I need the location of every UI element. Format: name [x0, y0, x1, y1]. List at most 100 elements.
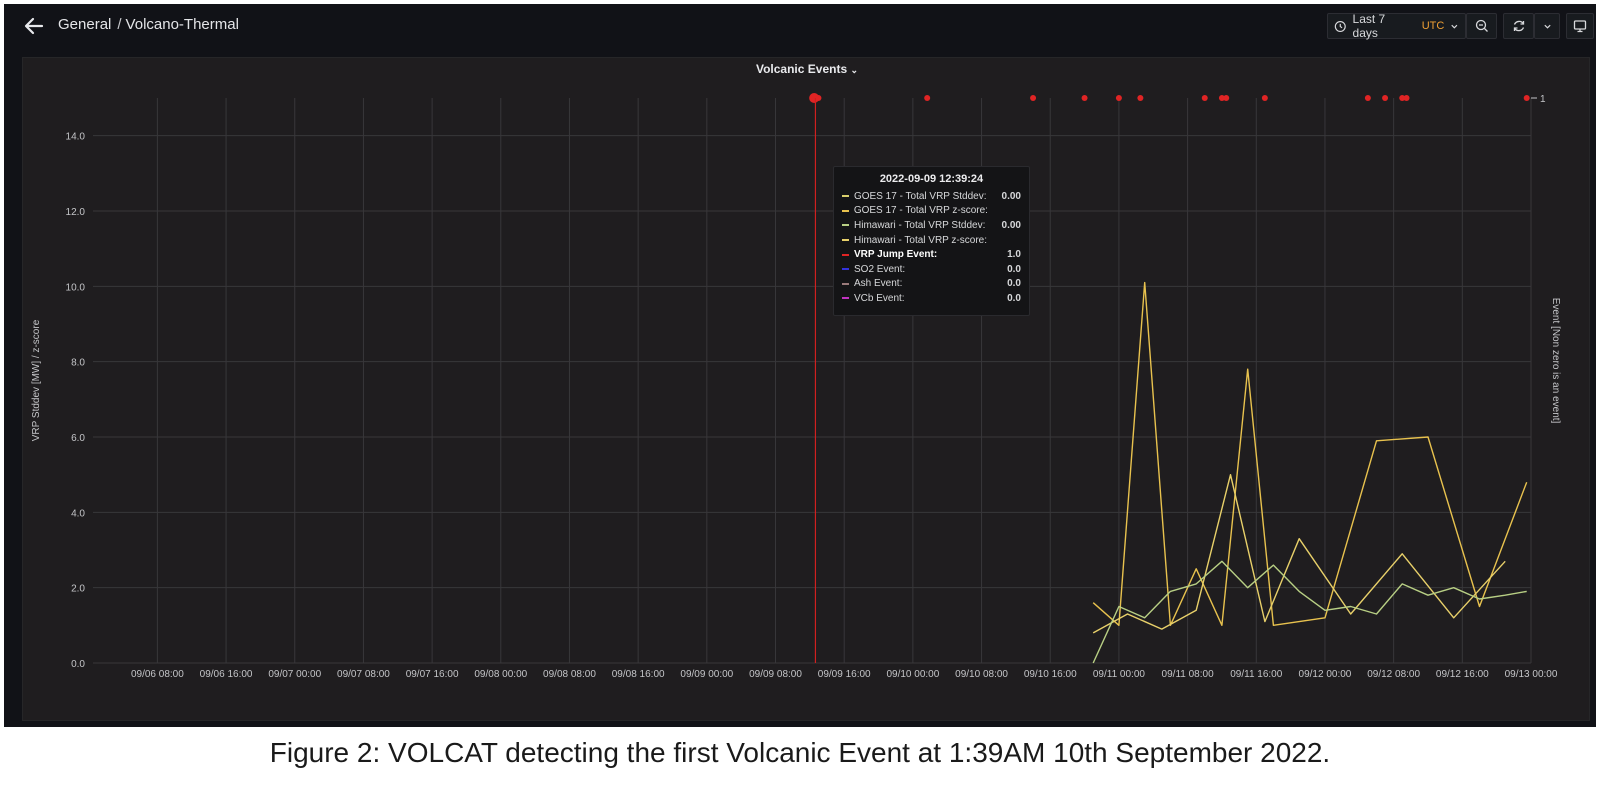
- x-tick-label: 09/07 00:00: [268, 669, 321, 680]
- dashboard-screenshot: General / Volcano-Thermal Last 7 days UTC …: [4, 4, 1596, 727]
- tooltip-swatch: [842, 239, 849, 242]
- event-marker: [809, 93, 820, 103]
- tooltip-series-value: 0.00: [1001, 219, 1021, 231]
- refresh-icon: [1513, 20, 1524, 32]
- tv-mode-button[interactable]: [1566, 13, 1594, 39]
- tooltip-swatch: [842, 195, 849, 198]
- y-tick-label: 14.0: [66, 132, 86, 143]
- x-tick-label: 09/11 00:00: [1093, 669, 1146, 680]
- event-marker: [1523, 95, 1530, 101]
- time-range-picker[interactable]: Last 7 days UTC: [1327, 12, 1466, 40]
- x-tick-label: 09/09 16:00: [818, 669, 871, 680]
- x-tick-label: 09/12 08:00: [1367, 669, 1420, 680]
- y-axis-label: VRP Stddev [MW] / z-score: [31, 319, 42, 441]
- x-tick-label: 09/13 00:00: [1505, 669, 1558, 680]
- tooltip-series-name: Himawari - Total VRP z-score:: [854, 234, 987, 246]
- tooltip-swatch: [842, 268, 849, 271]
- x-tick-label: 09/12 00:00: [1299, 669, 1352, 680]
- refresh-button[interactable]: [1503, 13, 1534, 39]
- chevron-down-icon: ⌄: [850, 65, 859, 75]
- y2-axis-label: Event [Non zero is an event]: [1550, 298, 1561, 424]
- x-tick-label: 09/11 08:00: [1162, 669, 1215, 680]
- event-marker: [815, 95, 822, 101]
- panel-title[interactable]: Volcanic Events ⌄: [755, 62, 859, 76]
- x-tick-label: 09/12 16:00: [1436, 669, 1489, 680]
- x-tick-label: 09/07 08:00: [337, 669, 390, 680]
- tooltip-row: SO2 Event: 0.0: [842, 262, 1021, 277]
- tooltip-row: Ash Event: 0.0: [842, 277, 1021, 292]
- event-marker: [1403, 95, 1410, 101]
- tooltip-series-value: 1.0: [1007, 249, 1021, 261]
- tooltip-series-name: GOES 17 - Total VRP Stddev:: [854, 190, 987, 202]
- top-bar: General / Volcano-Thermal Last 7 days UTC: [4, 4, 1596, 48]
- tooltip-series-value: 0.0: [1007, 292, 1021, 304]
- tooltip-row: VCb Event: 0.0: [842, 291, 1021, 306]
- x-tick-label: 09/06 16:00: [200, 669, 253, 680]
- event-marker: [1115, 95, 1122, 101]
- x-tick-label: 09/11 16:00: [1230, 669, 1283, 680]
- tooltip: 2022-09-09 12:39:24 GOES 17 - Total VRP …: [833, 166, 1030, 316]
- tooltip-series-name: GOES 17 - Total VRP z-score:: [853, 205, 988, 217]
- chart[interactable]: 0.02.04.06.08.010.012.014.009/06 08:00 09…: [23, 58, 1591, 722]
- series-line: [1092, 281, 1528, 626]
- tv-icon: [1573, 20, 1587, 33]
- series-line: [1092, 474, 1506, 634]
- y-tick-label: 0.0: [71, 659, 85, 670]
- tooltip-swatch: [842, 297, 849, 300]
- series-line: [1092, 560, 1527, 664]
- time-range-label: Last 7 days: [1352, 12, 1386, 40]
- y-tick-label: 4.0: [71, 508, 85, 519]
- back-arrow-icon[interactable]: [22, 14, 46, 38]
- x-tick-label: 09/10 00:00: [886, 669, 939, 680]
- zoom-out-button[interactable]: [1466, 13, 1497, 39]
- tooltip-row: GOES 17 - Total VRP z-score:: [842, 204, 1021, 219]
- tooltip-swatch: [842, 224, 849, 227]
- event-marker: [1364, 95, 1371, 101]
- tooltip-row: VRP Jump Event: 1.0: [842, 247, 1021, 262]
- event-marker: [1201, 95, 1208, 101]
- event-marker: [1399, 95, 1406, 101]
- event-marker: [924, 95, 931, 101]
- breadcrumb-page: Volcano-Thermal: [125, 16, 239, 33]
- breadcrumb-root[interactable]: General: [58, 16, 112, 33]
- y-tick-label: 6.0: [71, 433, 85, 444]
- tooltip-rows: GOES 17 - Total VRP Stddev: 0.00 GOES 17 -…: [842, 189, 1021, 306]
- tooltip-series-value: 0.00: [1001, 190, 1021, 202]
- event-marker: [1218, 95, 1225, 101]
- x-tick-label: 09/08 08:00: [543, 669, 596, 680]
- clock-icon: [1334, 20, 1346, 32]
- y-tick-label: 8.0: [71, 358, 85, 369]
- y2-tick-label: 1: [1540, 94, 1546, 105]
- tooltip-series-name: Himawari - Total VRP Stddev:: [854, 219, 986, 231]
- x-tick-label: 09/10 16:00: [1024, 669, 1077, 680]
- chevron-down-icon: [1543, 24, 1551, 29]
- refresh-interval-dropdown[interactable]: [1534, 13, 1560, 39]
- x-tick-label: 09/06 08:00: [131, 669, 184, 680]
- tooltip-row: GOES 17 - Total VRP Stddev: 0.00: [842, 189, 1021, 204]
- tooltip-swatch: [842, 209, 849, 212]
- timezone-label: UTC: [1421, 20, 1445, 32]
- tooltip-row: Himawari - Total VRP z-score:: [842, 233, 1021, 248]
- y-tick-label: 10.0: [66, 282, 86, 293]
- event-marker: [1137, 95, 1144, 101]
- tooltip-series-name: Ash Event:: [854, 278, 903, 290]
- x-tick-label: 09/08 00:00: [474, 669, 527, 680]
- figure-caption: Figure 2: VOLCAT detecting the first Vol…: [269, 737, 1331, 768]
- graph-panel: Volcanic Events ⌄ 0.0 2.0 4.0 6.0 8.0 10.0 12.…: [22, 57, 1590, 721]
- breadcrumb-separator: /: [117, 16, 122, 33]
- tooltip-title: 2022-09-09 12:39:24: [879, 173, 984, 185]
- event-marker: [1382, 95, 1389, 101]
- tooltip-row: Himawari - Total VRP Stddev: 0.00: [842, 218, 1021, 233]
- tooltip-series-value: 0.0: [1007, 278, 1021, 290]
- event-marker: [1223, 95, 1230, 101]
- zoom-out-icon: [1475, 19, 1488, 32]
- x-tick-label: 09/10 08:00: [955, 669, 1008, 680]
- x-tick-label: 09/09 00:00: [680, 669, 733, 680]
- tooltip-series-name: SO2 Event:: [854, 263, 906, 275]
- event-marker: [1030, 95, 1037, 101]
- tooltip-swatch: [842, 282, 849, 285]
- event-marker: [1261, 95, 1268, 101]
- chevron-down-icon: [1451, 24, 1458, 29]
- x-tick-label: 09/08 16:00: [612, 669, 665, 680]
- y-tick-label: 2.0: [71, 584, 85, 595]
